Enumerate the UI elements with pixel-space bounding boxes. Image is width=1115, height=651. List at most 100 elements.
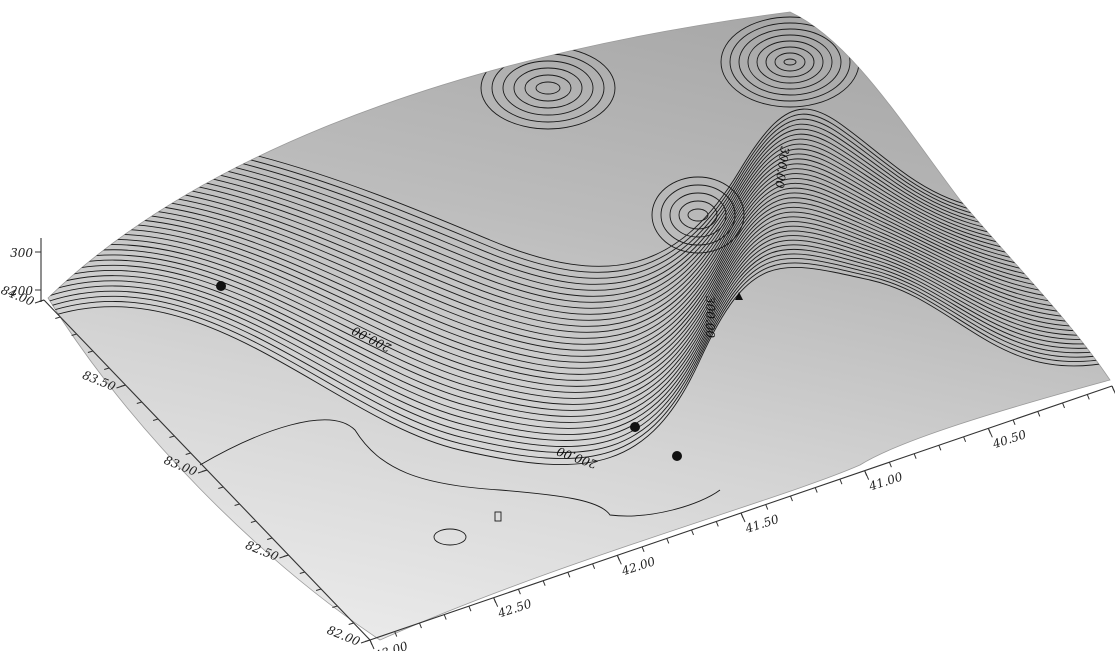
contour-ring xyxy=(669,192,727,238)
contour-ring xyxy=(687,208,709,222)
contour-line xyxy=(48,143,1110,309)
y-minor-tick xyxy=(55,316,61,319)
contour-ring xyxy=(678,200,718,230)
y-minor-tick xyxy=(234,503,240,506)
contour-line xyxy=(48,123,1110,285)
y-minor-tick xyxy=(169,435,175,438)
x-minor-tick xyxy=(1062,402,1065,409)
y-minor-tick xyxy=(218,486,224,489)
x-minor-tick xyxy=(641,546,645,553)
contour-line xyxy=(48,153,1110,321)
x-tick-label: 42.50 xyxy=(495,596,533,620)
x-minor-tick xyxy=(765,504,769,510)
x-minor-tick xyxy=(542,580,546,586)
x-minor-tick xyxy=(715,521,719,527)
y-minor-tick xyxy=(348,622,354,625)
y-minor-tick xyxy=(152,418,159,421)
x-tick-label: 41.50 xyxy=(743,512,781,536)
contour-line xyxy=(48,197,1110,375)
contour-line xyxy=(48,177,1110,351)
y-minor-tick xyxy=(201,469,208,472)
x-tick-label: 40.00 xyxy=(1114,385,1115,409)
contour-label-300-upper: 300.00 xyxy=(772,146,792,190)
x-tick-label: 43.00 xyxy=(372,639,410,651)
contour-ring xyxy=(660,184,736,246)
y-minor-tick xyxy=(87,350,94,353)
contour-ring xyxy=(513,67,583,109)
contour-ring xyxy=(729,22,851,102)
y-minor-tick xyxy=(315,588,322,591)
contour-small-rect xyxy=(494,511,502,522)
y-minor-tick xyxy=(332,605,338,608)
contour-ring xyxy=(535,81,561,95)
y-minor-tick xyxy=(185,452,191,455)
contour-line xyxy=(48,118,1110,279)
z-ticks: 200 300 xyxy=(9,246,41,298)
x-minor-tick xyxy=(616,555,620,561)
contour-line xyxy=(48,267,1110,465)
x-tick-label: 40.50 xyxy=(990,427,1028,451)
x-minor-tick xyxy=(1086,394,1090,400)
contour-line xyxy=(48,244,1110,435)
contour-line xyxy=(48,216,1110,399)
x-minor-tick xyxy=(1012,419,1016,426)
y-minor-tick xyxy=(71,333,77,336)
contour-line xyxy=(48,221,1110,405)
data-point-marker xyxy=(735,292,743,300)
x-minor-tick xyxy=(369,639,373,646)
x-minor-tick xyxy=(493,597,497,603)
x-tick-label: 42.00 xyxy=(619,554,657,578)
contour-line xyxy=(48,173,1110,345)
x-minor-tick xyxy=(443,614,447,620)
z-tick-label: 200 xyxy=(9,284,33,298)
x-minor-tick xyxy=(592,563,596,569)
contour-ring xyxy=(651,176,745,254)
data-point-marker xyxy=(216,281,226,291)
contour-line xyxy=(48,158,1110,327)
data-point-marker xyxy=(630,422,640,432)
x-minor-tick xyxy=(839,478,843,485)
x-minor-tick xyxy=(913,453,917,459)
contour-line xyxy=(48,133,1110,297)
y-minor-tick xyxy=(299,571,305,574)
x-minor-tick xyxy=(567,572,571,578)
contour-line-floor xyxy=(199,419,721,517)
x-minor-tick xyxy=(1111,385,1115,392)
contour-line xyxy=(48,168,1110,339)
contour-ring xyxy=(738,28,842,96)
x-minor-tick xyxy=(419,622,422,629)
contour-ring xyxy=(747,34,833,90)
contour-ring xyxy=(756,40,824,84)
x-tick-label: 41.00 xyxy=(866,469,904,493)
x-minor-tick xyxy=(864,470,868,476)
contour-line xyxy=(48,206,1110,387)
contour-line xyxy=(48,163,1110,333)
y-minor-tick xyxy=(38,299,45,302)
contour-line xyxy=(48,138,1110,303)
contour-line xyxy=(48,108,1110,267)
contour-ring xyxy=(502,60,594,116)
y-minor-tick xyxy=(136,401,142,404)
y-minor-tick xyxy=(104,367,110,370)
x-minor-tick xyxy=(517,589,521,595)
x-minor-tick xyxy=(987,428,991,434)
contour-ring xyxy=(783,58,797,66)
contour-ring xyxy=(765,46,815,78)
y-minor-tick xyxy=(250,520,257,523)
y-minor-tick xyxy=(283,554,289,557)
contour-line xyxy=(48,262,1110,459)
contour-label-300-lower: 300.00 xyxy=(703,296,717,338)
contour-line xyxy=(48,239,1110,429)
contour-line xyxy=(48,182,1110,357)
data-point-marker xyxy=(672,451,682,461)
y-minor-tick xyxy=(267,537,273,540)
x-minor-tick xyxy=(963,436,967,442)
contour-line xyxy=(48,235,1110,423)
data-points xyxy=(216,281,743,461)
contour-line xyxy=(48,257,1110,453)
x-minor-tick xyxy=(691,529,694,536)
contour-line xyxy=(48,202,1110,381)
contour-line xyxy=(48,230,1110,417)
x-minor-tick xyxy=(938,445,942,451)
